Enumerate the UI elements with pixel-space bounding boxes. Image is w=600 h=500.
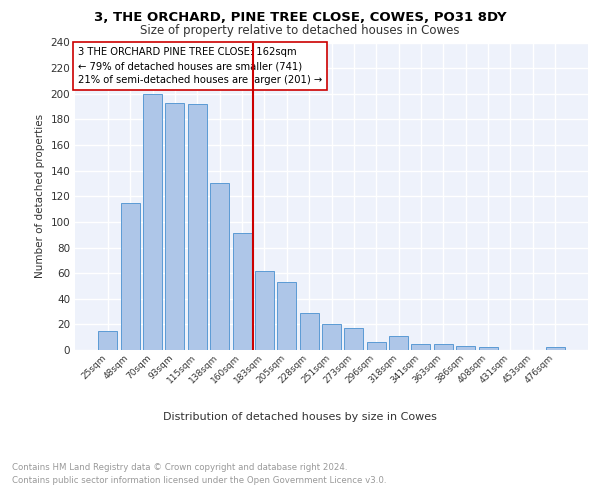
Text: Size of property relative to detached houses in Cowes: Size of property relative to detached ho…: [140, 24, 460, 37]
Bar: [233, 234, 251, 350]
Text: 3, THE ORCHARD, PINE TREE CLOSE, COWES, PO31 8DY: 3, THE ORCHARD, PINE TREE CLOSE, COWES, …: [94, 11, 506, 24]
Bar: [188, 104, 207, 350]
Bar: [143, 94, 162, 350]
Bar: [166, 102, 184, 350]
Y-axis label: Number of detached properties: Number of detached properties: [35, 114, 45, 278]
Text: Contains HM Land Registry data © Crown copyright and database right 2024.: Contains HM Land Registry data © Crown c…: [12, 462, 347, 471]
Bar: [367, 342, 386, 350]
Bar: [98, 331, 118, 350]
Bar: [210, 184, 229, 350]
Text: Distribution of detached houses by size in Cowes: Distribution of detached houses by size …: [163, 412, 437, 422]
Bar: [121, 202, 140, 350]
Bar: [412, 344, 430, 350]
Text: Contains public sector information licensed under the Open Government Licence v3: Contains public sector information licen…: [12, 476, 386, 485]
Bar: [479, 348, 497, 350]
Bar: [277, 282, 296, 350]
Bar: [434, 344, 453, 350]
Text: 3 THE ORCHARD PINE TREE CLOSE: 162sqm
← 79% of detached houses are smaller (741): 3 THE ORCHARD PINE TREE CLOSE: 162sqm ← …: [77, 47, 322, 85]
Bar: [344, 328, 364, 350]
Bar: [322, 324, 341, 350]
Bar: [456, 346, 475, 350]
Bar: [389, 336, 408, 350]
Bar: [255, 270, 274, 350]
Bar: [299, 313, 319, 350]
Bar: [545, 348, 565, 350]
